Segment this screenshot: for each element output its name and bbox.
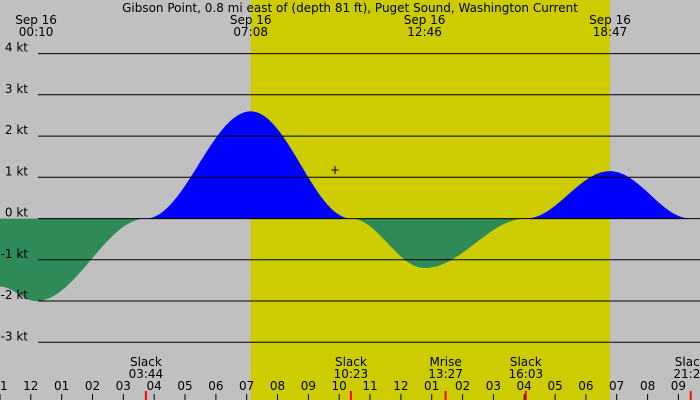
hour-label: 07 [239,379,254,393]
hour-label: 03 [486,379,501,393]
event-marker [144,391,147,400]
hour-label: 11 [362,379,377,393]
hour-label: 12 [23,379,38,393]
event-time-label: 03:44 [129,367,164,381]
top-date-label: Sep 16 [230,13,272,27]
hour-label: 06 [578,379,593,393]
event-marker [689,391,692,400]
hour-label: 05 [177,379,192,393]
y-tick-label: 1 kt [5,164,28,178]
hour-label: 08 [270,379,285,393]
flood-area [145,111,351,219]
hour-label: 08 [640,379,655,393]
hour-label: 01 [54,379,69,393]
y-tick-label: 2 kt [5,123,28,137]
event-time-label: 16:03 [509,367,544,381]
event-name-label: Slack [510,355,542,369]
hour-label: 07 [609,379,624,393]
top-time-label: 18:47 [593,25,628,39]
event-marker [349,391,352,400]
hour-label: 09 [301,379,316,393]
event-time-label: 21:24 [673,367,700,381]
y-tick-label: -3 kt [1,329,29,343]
y-tick-label: 4 kt [5,41,28,55]
event-time-label: 13:27 [428,367,463,381]
y-tick-label: 3 kt [5,82,28,96]
flood-area [525,171,691,219]
y-tick-label: -2 kt [1,288,29,302]
top-date-label: Sep 16 [15,13,57,27]
hour-label: 01 [424,379,439,393]
hour-label: 10 [332,379,347,393]
top-time-label: 00:10 [19,25,54,39]
hour-axis: 11 12 01 02 03 04 05 06 07 08 09 10 11 12 01 02 03 04 05 06… [0,379,686,400]
event-time-label: 10:23 [334,367,369,381]
y-axis-labels: 4 kt 3 kt 2 kt 1 kt 0 kt -1 kt -2 kt -3 kt [1,41,29,344]
top-time-label: 12:46 [407,25,442,39]
chart-title: Gibson Point, 0.8 mi east of (depth 81 f… [122,1,578,15]
ebb-area [350,218,526,268]
grid-lines [38,53,700,343]
event-name-label: Slack [675,355,700,369]
event-name-label: Mrise [429,355,461,369]
event-labels: Slack03:44Slack10:23Mrise13:27Slack16:03… [129,355,700,400]
hour-label: 04 [147,379,162,393]
hour-label: 04 [517,379,532,393]
hour-label: 03 [116,379,131,393]
cursor-marker: + [330,163,340,177]
hour-label: 12 [393,379,408,393]
hour-label: 11 [0,379,8,393]
top-date-label: Sep 16 [589,13,631,27]
hour-label: 09 [671,379,686,393]
y-tick-label: 0 kt [5,206,28,220]
y-tick-label: -1 kt [1,247,29,261]
hour-label: 02 [455,379,470,393]
hour-label: 05 [547,379,562,393]
hour-label: 02 [85,379,100,393]
hour-label: 06 [208,379,223,393]
event-name-label: Slack [130,355,162,369]
top-time-label: 07:08 [233,25,268,39]
top-date-label: Sep 16 [404,13,446,27]
event-marker [524,391,527,400]
event-marker [444,391,447,400]
event-name-label: Slack [335,355,367,369]
